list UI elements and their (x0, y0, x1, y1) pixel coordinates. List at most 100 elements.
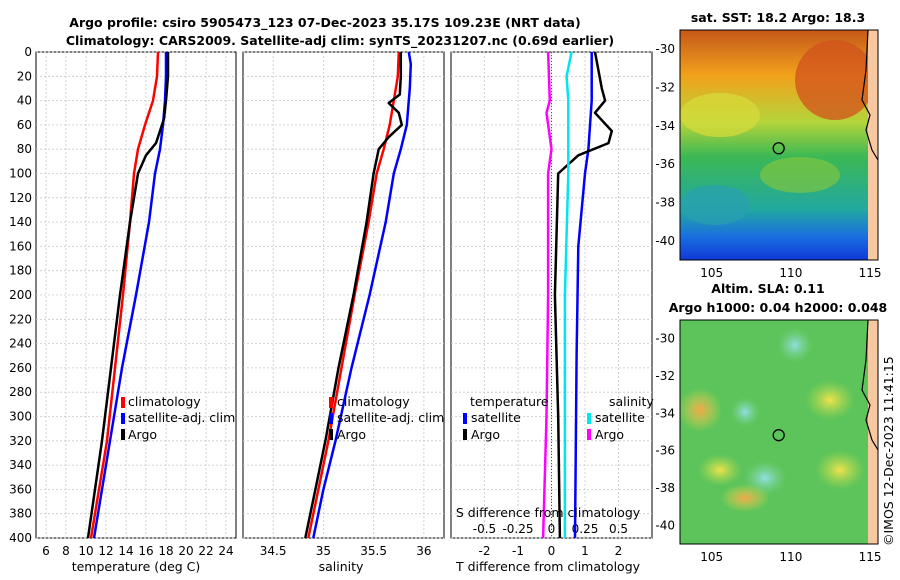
map-y-tick-label: -36 (655, 157, 675, 171)
x-tick-label: 6 (42, 544, 50, 558)
title-line-2: Climatology: CARS2009. Satellite-adj cli… (66, 33, 614, 49)
x-tick-label: 16 (138, 544, 153, 558)
x-tick-label: 36 (416, 544, 431, 558)
legend-swatch-argo (121, 429, 125, 440)
x-tick-label: 24 (218, 544, 233, 558)
sla-map-title-2: Argo h1000: 0.04 h2000: 0.048 (669, 300, 888, 315)
series-line-s-argo (541, 51, 553, 539)
y-tick-label: 0 (24, 45, 32, 59)
x-tick-label: -2 (479, 544, 491, 558)
sst-coastline (861, 30, 878, 161)
y-tick-label: 200 (9, 288, 32, 302)
copyright-stamp: ©IMOS 12-Dec-2023 11:41:15 (881, 356, 896, 546)
sst-mid-patch (760, 157, 840, 193)
map-x-tick-label: 105 (700, 266, 723, 280)
x-tick-label: 22 (198, 544, 213, 558)
legend-label-climatology: climatology (128, 394, 201, 409)
sla-map-title-1: Altim. SLA: 0.11 (711, 281, 824, 296)
top-tick-label: 0.5 (609, 522, 628, 536)
y-tick-label: 160 (9, 239, 32, 253)
y-tick-label: 280 (9, 385, 32, 399)
map-y-tick-label: -32 (655, 369, 675, 383)
temperature-xlabel: temperature (deg C) (72, 559, 201, 574)
top-tick-label: -0.5 (473, 522, 496, 536)
sla-mid-patch (805, 380, 855, 420)
y-tick-label: 140 (9, 215, 32, 229)
legend-swatch-argo (329, 429, 333, 440)
sla-low-patch (777, 327, 813, 363)
temperature-legend: climatology satellite-adj. clim Argo (121, 394, 235, 442)
sla-map: Altim. SLA: 0.11 Argo h1000: 0.04 h2000:… (669, 281, 888, 545)
series-line-t-satellite (573, 52, 593, 539)
legend-label-climatology: climatology (337, 394, 410, 409)
x-tick-label: 35 (316, 544, 331, 558)
x-tick-label: 8 (62, 544, 70, 558)
sla-coastline (861, 320, 878, 451)
y-tick-label: 400 (9, 531, 32, 545)
top-tick-label: 0.25 (572, 522, 599, 536)
x-tick-label: 1 (581, 544, 589, 558)
map-y-tick-label: -36 (655, 444, 675, 458)
y-tick-label: 120 (9, 191, 32, 205)
salinity-panel: 34.5 35 35.5 36 (242, 51, 445, 558)
sla-low-patch (730, 397, 760, 427)
series-line-climatology (89, 51, 160, 539)
y-tick-label: 260 (9, 361, 32, 375)
map-x-tick-label: 110 (779, 550, 802, 564)
y-tick-label: 100 (9, 167, 32, 181)
y-tick-label: 40 (17, 94, 32, 108)
y-tick-label: 340 (9, 458, 32, 472)
temperature-panel: 0 20 40 60 80 100 120 140 160 180 200 220 240 260 280 3… (9, 45, 237, 558)
legend-label-t-argo: Argo (471, 427, 500, 442)
map-y-tick-label: -40 (655, 518, 675, 532)
difference-xlabel: T difference from climatology (455, 559, 641, 574)
y-tick-label: 80 (17, 142, 32, 156)
series-line-s-satellite (563, 51, 573, 538)
map-y-tick-label: -40 (655, 234, 675, 248)
legend-heading-salinity: salinity (609, 394, 654, 409)
legend-swatch-climatology (329, 397, 333, 408)
legend-label-s-satellite: satellite (595, 410, 645, 425)
x-tick-label: -1 (512, 544, 524, 558)
map-y-tick-label: -32 (655, 81, 675, 95)
x-tick-label: 18 (158, 544, 173, 558)
legend-label-satellite: satellite-adj. clim (337, 410, 444, 425)
legend-swatch-t-argo (463, 429, 467, 440)
sla-high-patch (720, 484, 770, 512)
top-tick-label: -0.25 (502, 522, 533, 536)
salinity-legend: climatology satellite-adj. clim Argo (329, 394, 444, 442)
sst-map-frame (679, 29, 879, 261)
sst-hot-patch (795, 40, 875, 120)
map-x-tick-label: 110 (779, 266, 802, 280)
y-tick-label: 300 (9, 410, 32, 424)
difference-top-xlabel: S difference from climatology (456, 505, 641, 520)
top-tick-label: 0 (548, 522, 556, 536)
x-tick-label: 20 (178, 544, 193, 558)
sst-map: sat. SST: 18.2 Argo: 18.3 (679, 10, 879, 261)
map-x-tick-label: 115 (859, 550, 882, 564)
legend-label-satellite: satellite-adj. clim (128, 410, 235, 425)
sla-map-frame (679, 319, 879, 545)
x-tick-label: 35.5 (360, 544, 387, 558)
legend-swatch-s-satellite (587, 413, 591, 424)
x-tick-label: 34.5 (260, 544, 287, 558)
x-tick-label: 12 (98, 544, 113, 558)
argo-location-marker (772, 429, 785, 442)
sla-field (680, 320, 878, 544)
legend-label-t-satellite: satellite (471, 410, 521, 425)
legend-swatch-s-argo (587, 429, 591, 440)
y-tick-label: 20 (17, 69, 32, 83)
sla-mid-patch (698, 454, 742, 486)
x-tick-label: 10 (78, 544, 93, 558)
legend-heading-temperature: temperature (470, 394, 549, 409)
legend-label-argo: Argo (128, 427, 157, 442)
legend-swatch-climatology (121, 397, 125, 408)
y-tick-label: 360 (9, 482, 32, 496)
y-tick-label: 320 (9, 434, 32, 448)
series-line-t-argo (553, 51, 614, 539)
salinity-xlabel: salinity (319, 559, 364, 574)
legend-label-s-argo: Argo (595, 427, 624, 442)
series-line-argo (86, 52, 170, 539)
difference-legend: temperature satellite Argo salinity sate… (463, 394, 654, 442)
